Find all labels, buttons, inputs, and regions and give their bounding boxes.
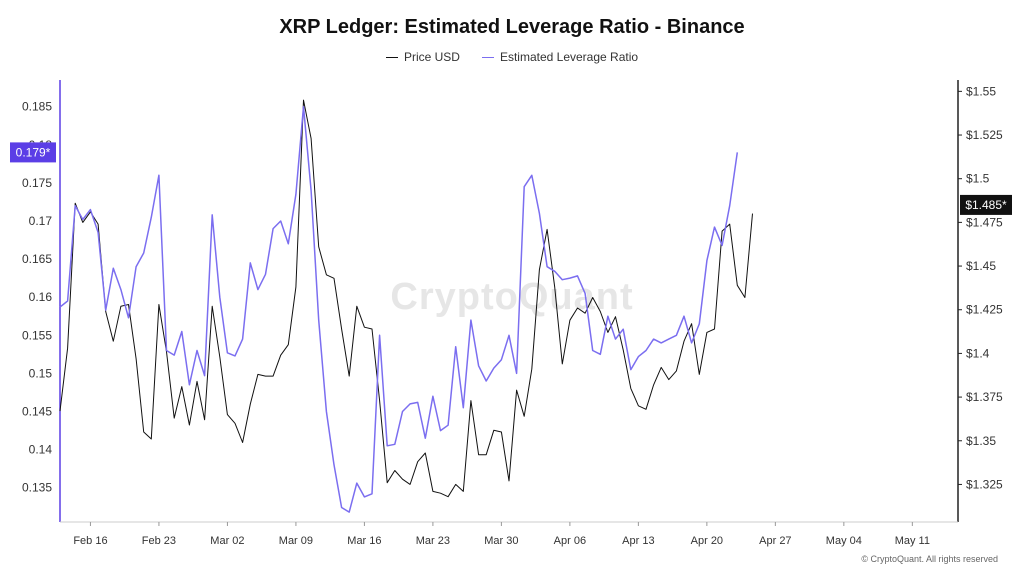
x-tick-label-9: Apr 20 — [691, 535, 723, 547]
legend-item-price[interactable]: Price USD — [385, 50, 460, 64]
x-tick-label-0: Feb 16 — [73, 535, 107, 547]
right-tick-label-1: $1.35 — [966, 434, 996, 448]
left-tick-label-1: 0.14 — [29, 443, 53, 457]
x-tick-label-1: Feb 23 — [142, 535, 176, 547]
left-tick-label-10: 0.185 — [22, 100, 52, 114]
right-tick-label-9: $1.55 — [966, 84, 996, 98]
x-tick-label-11: May 04 — [826, 535, 862, 547]
legend-swatch-price — [385, 56, 398, 58]
left-tick-label-4: 0.155 — [22, 328, 52, 342]
leverage-ratio-line — [59, 105, 739, 513]
right-tick-label-4: $1.425 — [966, 303, 1003, 317]
right-tick-label-7: $1.5 — [966, 172, 990, 186]
left-tick-label-2: 0.145 — [22, 405, 52, 419]
left-current-badge-label: 0.179* — [16, 145, 51, 159]
x-tick-label-6: Mar 30 — [484, 535, 518, 547]
right-tick-label-3: $1.4 — [966, 346, 990, 360]
price-usd-line — [59, 99, 753, 498]
right-tick-label-2: $1.375 — [966, 390, 1003, 404]
x-tick-label-10: Apr 27 — [759, 535, 791, 547]
right-tick-label-5: $1.45 — [966, 259, 996, 273]
left-tick-label-5: 0.16 — [29, 290, 53, 304]
watermark: CryptoQuant — [390, 276, 634, 318]
x-tick-label-8: Apr 13 — [622, 535, 654, 547]
left-tick-label-7: 0.17 — [29, 214, 53, 228]
legend-swatch-leverage — [481, 56, 494, 58]
legend: Price USD Estimated Leverage Ratio — [0, 50, 1024, 64]
copyright-credit: © CryptoQuant. All rights reserved — [861, 554, 998, 564]
right-tick-label-0: $1.325 — [966, 477, 1003, 491]
legend-item-leverage[interactable]: Estimated Leverage Ratio — [481, 50, 639, 64]
right-current-badge — [960, 194, 1012, 215]
left-tick-label-8: 0.175 — [22, 176, 52, 190]
x-tick-label-7: Apr 06 — [554, 535, 586, 547]
x-tick-label-12: May 11 — [895, 535, 930, 547]
right-tick-label-6: $1.475 — [966, 215, 1003, 229]
left-tick-label-0: 0.135 — [22, 481, 52, 495]
right-current-badge-label: $1.485* — [965, 198, 1007, 212]
x-tick-label-3: Mar 09 — [279, 535, 313, 547]
legend-label-price: Price USD — [403, 50, 460, 64]
x-tick-label-2: Mar 02 — [210, 535, 244, 547]
x-tick-label-4: Mar 16 — [347, 535, 381, 547]
left-tick-label-3: 0.15 — [29, 366, 53, 380]
left-tick-label-6: 0.165 — [22, 252, 52, 266]
x-tick-label-5: Mar 23 — [416, 535, 450, 547]
chart-title: XRP Ledger: Estimated Leverage Ratio - B… — [279, 16, 745, 38]
left-current-badge — [10, 142, 56, 163]
right-tick-label-8: $1.525 — [966, 128, 1003, 142]
legend-label-leverage: Estimated Leverage Ratio — [499, 50, 639, 64]
